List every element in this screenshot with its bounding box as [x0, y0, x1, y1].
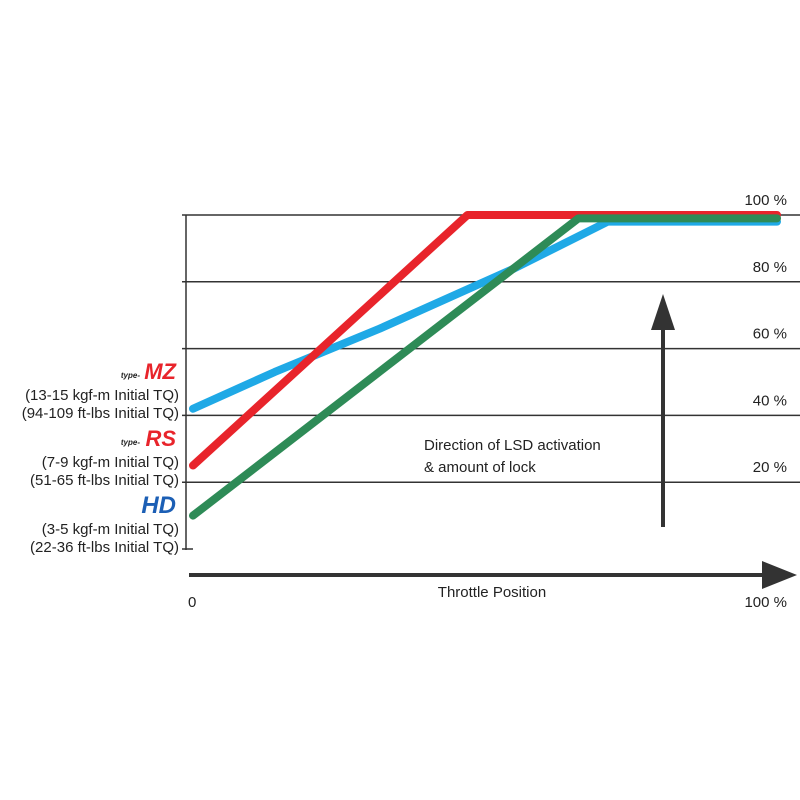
x-tick-label-100: 100 %: [744, 594, 787, 611]
series-lines: [189, 211, 781, 520]
series-line-type-rs: [189, 211, 781, 470]
y-tick-label-20: 20 %: [753, 459, 787, 476]
legend-logo-hd: HD: [141, 492, 176, 519]
legend-text-line: (51-65 ft-lbs Initial TQ): [30, 472, 179, 489]
legend-logo-prefix: type-: [121, 371, 140, 380]
legend-text-line: (94-109 ft-lbs Initial TQ): [22, 405, 179, 422]
annotation-line-1: Direction of LSD activation: [424, 437, 601, 454]
y-tick-labels: 20 % 40 % 60 % 80 % 100 %: [744, 192, 787, 476]
series-line-hd: [189, 214, 781, 520]
legend-logo-rs: RS: [145, 426, 176, 451]
legend-item-rs: type- RS (7-9 kgf-m Initial TQ)(51-65 ft-l…: [30, 426, 179, 489]
x-tick-label-0: 0: [188, 594, 196, 611]
annotation-line-2: & amount of lock: [424, 459, 536, 476]
x-axis-label: Throttle Position: [438, 584, 546, 601]
legend-text-line: (7-9 kgf-m Initial TQ): [42, 454, 179, 471]
legend: type- MZ (13-15 kgf-m Initial TQ)(94-109 f…: [22, 359, 179, 556]
legend-item-hd: HD (3-5 kgf-m Initial TQ)(22-36 ft-lbs In…: [30, 492, 179, 556]
legend-text-line: (3-5 kgf-m Initial TQ): [42, 521, 179, 538]
legend-logo-prefix: type-: [121, 438, 140, 447]
y-tick-label-40: 40 %: [753, 392, 787, 409]
legend-logo-mz: MZ: [144, 359, 177, 384]
y-tick-label-80: 80 %: [753, 259, 787, 276]
legend-text-line: (13-15 kgf-m Initial TQ): [25, 387, 179, 404]
y-tick-label-100: 100 %: [744, 192, 787, 209]
legend-text-line: (22-36 ft-lbs Initial TQ): [30, 539, 179, 556]
y-tick-label-60: 60 %: [753, 326, 787, 343]
lsd-direction-arrow: [651, 294, 675, 527]
x-axis-arrow: [189, 561, 797, 589]
legend-item-mz: type- MZ (13-15 kgf-m Initial TQ)(94-109 f…: [22, 359, 179, 422]
